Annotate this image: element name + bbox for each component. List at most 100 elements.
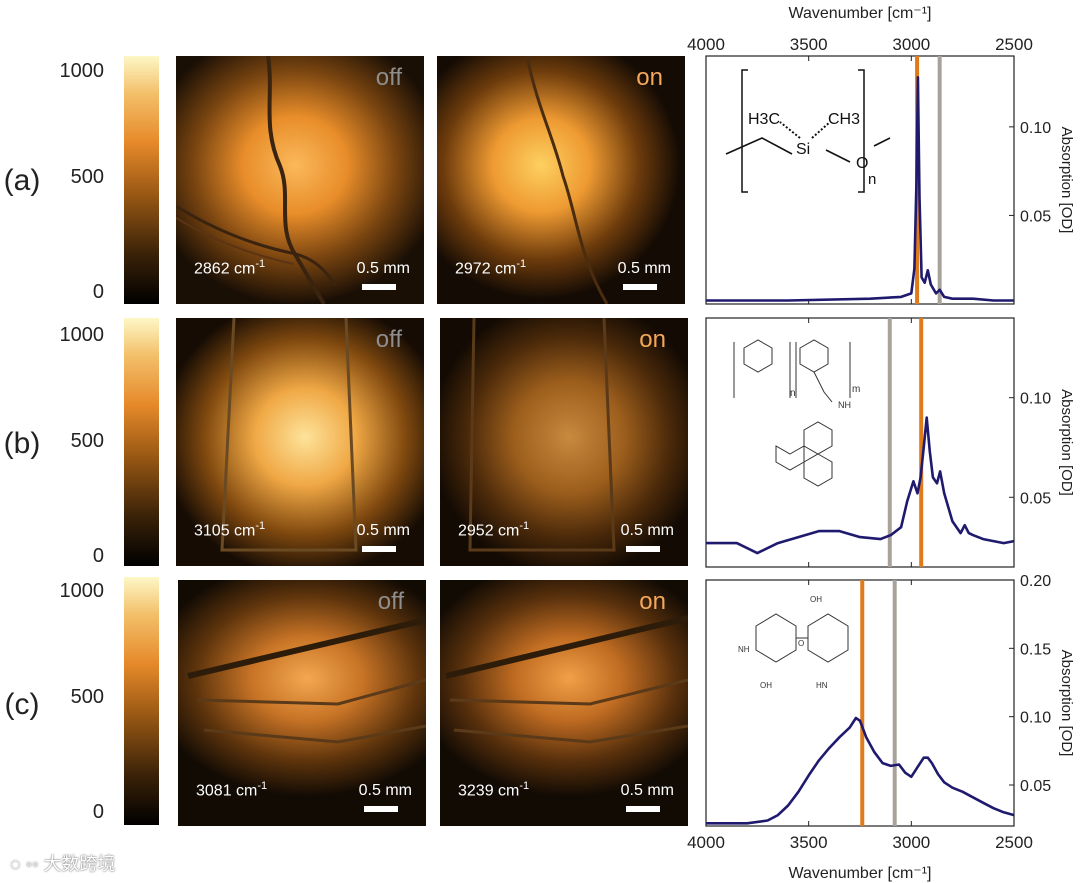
- image-b-off: off 3105 cm-1 0.5 mm: [176, 318, 424, 566]
- image-a-on: on 2972 cm-1 0.5 mm: [437, 56, 685, 304]
- state-label-off: off: [375, 326, 402, 353]
- structure-group: O: [856, 155, 868, 172]
- colorbar-tick: 500: [70, 166, 104, 188]
- watermark-logo: ◌ ◦◦ 大数跨境: [10, 854, 116, 874]
- wavenumber-label: 2862 cm-1: [194, 257, 266, 277]
- colorbar-gradient: [124, 56, 159, 304]
- image-a-off: off 2862 cm-1 0.5 mm: [176, 56, 424, 304]
- colorbar-gradient: [124, 577, 159, 825]
- y-tick-label: 0.05: [1020, 778, 1051, 795]
- scalebar: [362, 284, 396, 290]
- x-axis-label-bottom: Wavenumber [cm⁻¹]: [789, 865, 932, 882]
- scalebar: [626, 806, 660, 812]
- scalebar: [362, 546, 396, 552]
- y-tick-label: 0.05: [1020, 490, 1051, 507]
- wing-structure: [445, 615, 688, 744]
- y-axis-label: Absorption [OD]: [1058, 127, 1075, 234]
- image-c-on: on 3239 cm-1 0.5 mm: [440, 580, 688, 826]
- surface-crack-lines: [176, 56, 338, 304]
- scalebar-label: 0.5 mm: [358, 782, 412, 799]
- colorbar-tick: 1000: [59, 324, 105, 346]
- x-tick-label-bottom: 3000: [892, 833, 930, 852]
- wavenumber-label: 2972 cm-1: [455, 257, 527, 277]
- structure-group: Si: [796, 141, 810, 158]
- y-tick-label: 0.10: [1020, 391, 1051, 408]
- state-label-on: on: [636, 64, 663, 91]
- plot-frame: [705, 579, 1015, 827]
- x-tick-label-top: 2500: [995, 35, 1033, 54]
- y-axis-label: Absorption [OD]: [1058, 389, 1075, 496]
- colorbar-tick: 500: [70, 686, 104, 708]
- colorbar-tick: 1000: [59, 60, 105, 82]
- colorbar-tick: 500: [70, 430, 104, 452]
- film-outline: [468, 318, 616, 552]
- state-label-on: on: [639, 326, 666, 353]
- state-label-on: on: [639, 588, 666, 615]
- wavenumber-label: 3105 cm-1: [194, 519, 266, 539]
- scalebar-label: 0.5 mm: [620, 522, 674, 539]
- scalebar-label: 0.5 mm: [356, 260, 410, 277]
- colorbar-gradient: [124, 318, 159, 566]
- image-b-on: on 2952 cm-1 0.5 mm: [440, 318, 688, 566]
- spectrum-line: [706, 416, 1015, 555]
- structure-group: NH: [738, 645, 750, 654]
- structure-subscript: n: [790, 388, 796, 399]
- structure-group: O: [798, 639, 804, 648]
- y-tick-label: 0.10: [1020, 710, 1051, 727]
- structure-bond: [779, 121, 831, 139]
- row-label-c: (c): [4, 688, 40, 721]
- scalebar: [626, 546, 660, 552]
- structure-group: H3C: [748, 111, 780, 128]
- scalebar-label: 0.5 mm: [356, 522, 410, 539]
- x-axis-label-top: Wavenumber [cm⁻¹]: [789, 5, 932, 22]
- x-tick-label-top: 3000: [892, 35, 930, 54]
- plot-frame: [705, 55, 1015, 305]
- structure-subscript: m: [852, 384, 860, 395]
- structure-group: NH: [838, 400, 851, 410]
- scalebar: [364, 806, 398, 812]
- wavenumber-label: 2952 cm-1: [458, 519, 530, 539]
- colorbar-tick: 0: [92, 281, 104, 303]
- scalebar-label: 0.5 mm: [620, 782, 674, 799]
- x-tick-label-top: 3500: [790, 35, 828, 54]
- x-tick-label-bottom: 3500: [790, 833, 828, 852]
- colorbar-tick: 1000: [59, 580, 105, 602]
- row-label-b: (b): [3, 427, 41, 460]
- structure-bracket: [741, 69, 748, 193]
- surface-crack-lines: [525, 56, 609, 304]
- y-tick-label: 0.10: [1020, 120, 1051, 137]
- spectrum-line: [706, 716, 1015, 825]
- plot-frame: [705, 317, 1015, 568]
- wavenumber-label: 3239 cm-1: [458, 779, 530, 799]
- structure-group: HN: [816, 681, 828, 690]
- wavenumber-label: 3081 cm-1: [196, 779, 268, 799]
- structure-ring: [743, 339, 829, 373]
- structure-bond: [725, 137, 891, 163]
- y-tick-label: 0.05: [1020, 208, 1051, 225]
- wing-structure: [187, 617, 426, 744]
- x-tick-label-bottom: 2500: [995, 833, 1033, 852]
- state-label-off: off: [375, 64, 402, 91]
- structure-bracket: [733, 342, 851, 398]
- x-tick-label-top: 4000: [687, 35, 725, 54]
- structure-group: OH: [810, 595, 822, 604]
- structure-group: OH: [760, 681, 772, 690]
- film-outline: [220, 318, 358, 552]
- state-label-off: off: [377, 588, 404, 615]
- y-axis-label: Absorption [OD]: [1058, 650, 1075, 757]
- x-tick-label-bottom: 4000: [687, 833, 725, 852]
- scalebar: [623, 284, 657, 290]
- image-c-off: off 3081 cm-1 0.5 mm: [178, 580, 426, 826]
- y-tick-label: 0.20: [1020, 573, 1051, 590]
- row-label-a: (a): [3, 164, 41, 197]
- colorbar-tick: 0: [92, 801, 104, 823]
- structure-pyrene: [775, 371, 833, 487]
- spectrum-line: [706, 76, 1014, 302]
- y-tick-label: 0.15: [1020, 641, 1051, 658]
- colorbar-tick: 0: [92, 545, 104, 567]
- structure-ring: [755, 613, 849, 663]
- structure-subscript: n: [868, 171, 876, 188]
- structure-bracket: [858, 69, 865, 193]
- structure-group: CH3: [828, 111, 860, 128]
